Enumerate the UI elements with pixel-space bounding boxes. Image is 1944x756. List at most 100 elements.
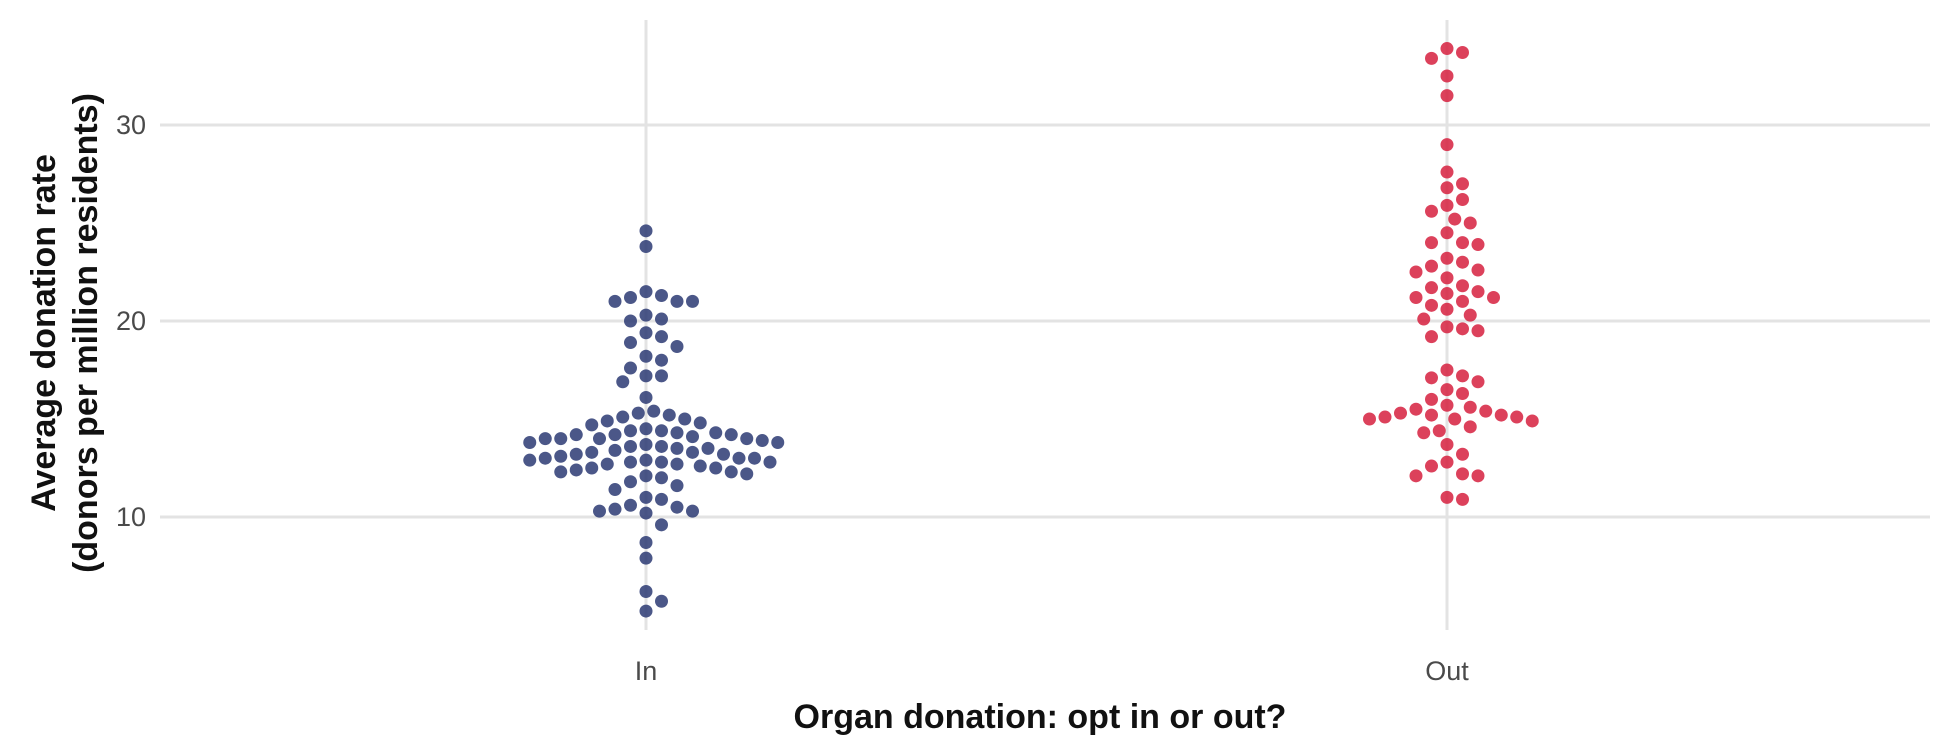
data-point-in (593, 432, 606, 446)
data-point-out (1479, 404, 1493, 418)
data-point-out (1440, 302, 1454, 316)
data-point-in (538, 451, 552, 465)
data-point-in (608, 443, 622, 457)
data-point-in (569, 428, 583, 442)
data-point-in (554, 432, 568, 446)
data-point-in (662, 408, 676, 422)
data-point-in (624, 498, 637, 512)
data-point-out (1440, 138, 1454, 152)
data-point-out (1425, 281, 1438, 295)
data-point-out (1425, 51, 1438, 65)
data-point-in (670, 294, 684, 308)
data-point-out (1456, 177, 1469, 191)
data-point-in (624, 361, 637, 375)
data-point-in (655, 439, 668, 453)
data-point-in (701, 441, 715, 455)
data-point-out (1456, 45, 1469, 59)
x-tick-label: Out (1425, 656, 1469, 686)
data-point-out (1425, 236, 1438, 250)
data-point-in (686, 294, 699, 308)
y-tick-label: 10 (116, 502, 146, 532)
data-point-in (732, 451, 746, 465)
data-point-out (1409, 402, 1423, 416)
data-point-in (639, 326, 653, 340)
data-point-in (693, 416, 707, 430)
data-point-in (593, 504, 606, 518)
data-point-in (724, 465, 738, 479)
data-point-in (554, 449, 568, 463)
data-point-in (639, 240, 653, 254)
data-point-out (1417, 312, 1431, 326)
data-point-out (1471, 324, 1485, 338)
data-point-out (1440, 437, 1454, 451)
x-tick-label: In (635, 656, 658, 686)
data-point-out (1525, 414, 1539, 428)
data-point-out (1363, 412, 1376, 426)
data-point-out (1463, 400, 1477, 414)
data-point-in (655, 492, 668, 506)
data-point-in (686, 445, 699, 459)
data-point-in (585, 418, 599, 432)
data-point-in (740, 432, 754, 446)
data-point-out (1456, 192, 1469, 206)
data-point-out (1425, 298, 1438, 312)
data-point-in (600, 414, 614, 428)
data-point-in (639, 349, 653, 363)
data-point-out (1456, 447, 1469, 461)
data-point-out (1456, 467, 1469, 481)
data-point-in (616, 375, 630, 389)
data-point-out (1425, 330, 1438, 344)
data-point-in (639, 224, 653, 238)
data-point-in (655, 312, 668, 326)
data-point-in (639, 285, 653, 299)
data-point-in (771, 436, 785, 450)
data-point-out (1471, 263, 1485, 277)
data-point-in (655, 353, 668, 367)
data-point-in (639, 422, 653, 436)
data-point-out (1456, 369, 1469, 383)
data-point-in (639, 535, 653, 549)
data-point-in (639, 584, 653, 598)
data-point-out (1425, 459, 1438, 473)
data-point-in (655, 594, 668, 608)
data-point-in (616, 410, 630, 424)
data-point-out (1440, 165, 1454, 179)
data-point-out (1487, 290, 1500, 304)
data-point-in (655, 289, 668, 303)
data-point-in (624, 314, 637, 328)
data-point-in (523, 453, 537, 467)
data-point-in (569, 463, 583, 477)
data-point-in (686, 504, 699, 518)
data-points (523, 42, 1539, 618)
data-point-out (1440, 287, 1454, 301)
data-point-out (1440, 383, 1454, 397)
y-axis-title-line1: Average donation rate (25, 154, 63, 512)
data-point-out (1440, 226, 1454, 240)
data-point-in (523, 436, 537, 450)
data-point-in (639, 469, 653, 483)
data-point-in (624, 290, 637, 304)
data-point-in (686, 430, 699, 444)
data-point-in (670, 441, 684, 455)
data-point-out (1463, 420, 1477, 434)
data-point-out (1463, 308, 1477, 322)
data-point-in (670, 426, 684, 440)
data-point-out (1378, 410, 1392, 424)
data-point-in (724, 428, 738, 442)
data-point-in (569, 447, 583, 461)
data-point-in (693, 459, 707, 473)
data-point-out (1440, 198, 1454, 212)
gridlines (160, 20, 1930, 630)
data-point-out (1440, 490, 1454, 504)
data-point-in (608, 428, 622, 442)
x-axis-ticks: In Out (635, 656, 1470, 686)
data-point-in (655, 471, 668, 485)
data-point-out (1417, 426, 1431, 440)
data-point-out (1440, 320, 1454, 334)
data-point-out (1440, 455, 1454, 469)
data-point-out (1440, 271, 1454, 285)
data-point-in (655, 369, 668, 383)
data-point-out (1456, 236, 1469, 250)
data-point-out (1440, 89, 1454, 103)
data-point-out (1494, 408, 1508, 422)
